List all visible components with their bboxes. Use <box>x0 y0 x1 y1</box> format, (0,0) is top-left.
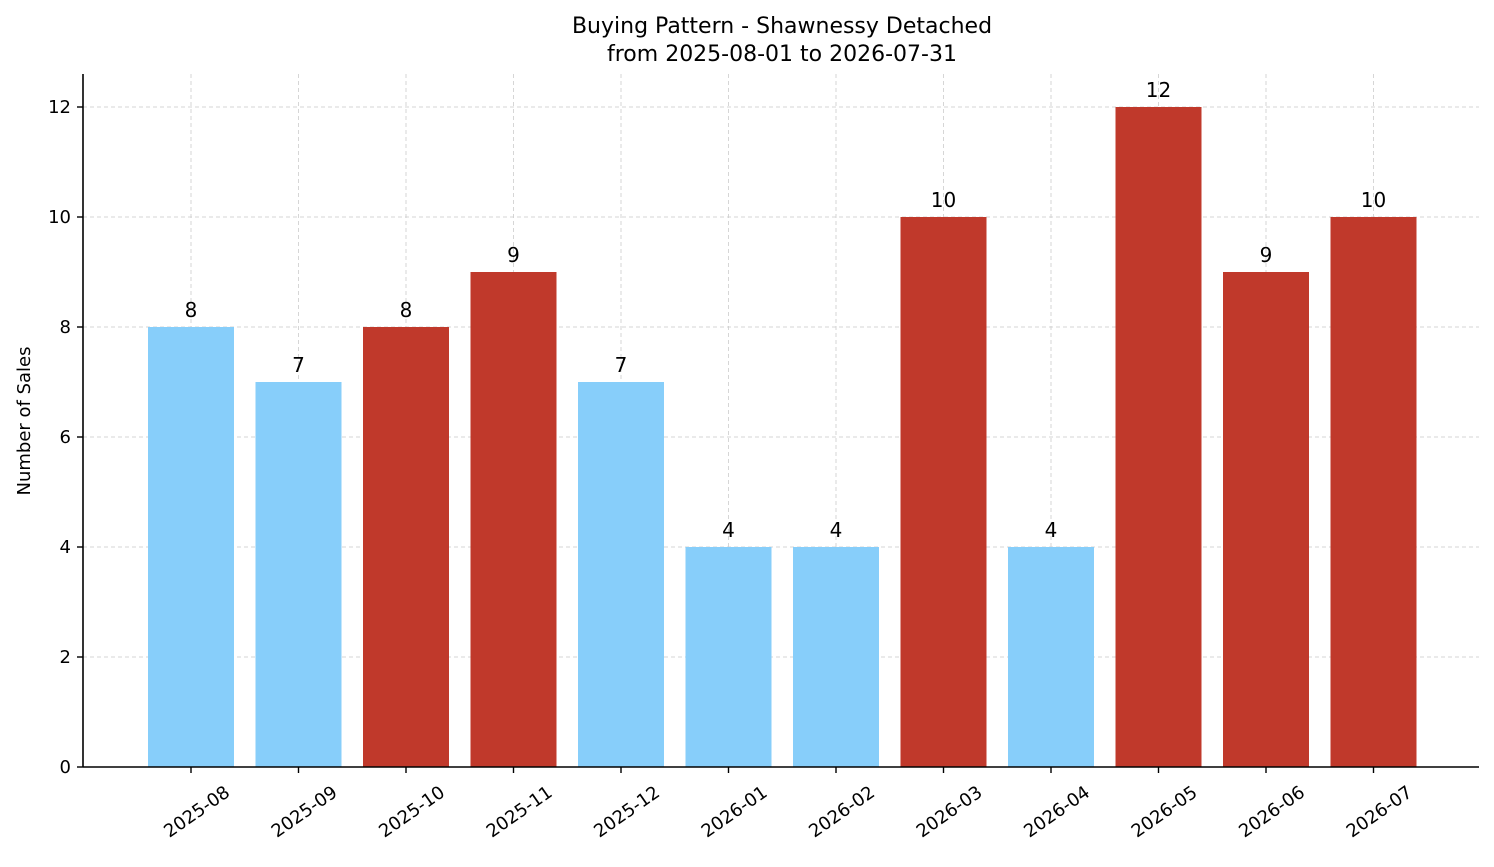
bars-layer <box>148 107 1417 767</box>
x-tick-label: 2026-05 <box>1128 782 1202 842</box>
x-tick-label: 2026-01 <box>698 782 772 842</box>
chart-subtitle: from 2025-08-01 to 2026-07-31 <box>607 42 957 67</box>
y-tick-label: 4 <box>60 537 71 558</box>
y-tick-label: 2 <box>60 647 71 668</box>
y-tick-label: 12 <box>48 97 71 118</box>
bar-value-label: 8 <box>400 298 413 322</box>
chart-title: Buying Pattern - Shawnessy Detached <box>572 14 992 39</box>
bar-2026-04 <box>1008 547 1094 767</box>
x-tick-label: 2026-04 <box>1020 782 1094 842</box>
bar-2025-08 <box>148 327 234 767</box>
x-tick-label: 2025-10 <box>375 782 449 842</box>
y-tick-label: 10 <box>48 207 71 228</box>
bar-2025-10 <box>363 327 449 767</box>
x-tick-label: 2025-11 <box>483 782 557 842</box>
x-tick-label: 2025-12 <box>590 782 664 842</box>
bar-2026-06 <box>1223 272 1309 767</box>
bar-2026-01 <box>685 547 772 767</box>
x-tick-label: 2026-07 <box>1343 782 1417 842</box>
bar-value-label: 8 <box>185 298 198 322</box>
bar-value-label: 10 <box>1361 188 1386 212</box>
x-tick-label: 2025-08 <box>160 782 234 842</box>
y-tick-label: 8 <box>60 317 71 338</box>
bar-value-label: 4 <box>722 518 735 542</box>
x-tick-label: 2025-09 <box>268 782 342 842</box>
bar-value-label: 7 <box>292 353 305 377</box>
bar-labels-layer: 8 7 8 9 7 4 4 10 4 12 9 10 <box>185 78 1387 542</box>
axes-layer <box>82 74 1479 768</box>
bar-value-label: 4 <box>1045 518 1058 542</box>
bar-2026-07 <box>1330 217 1417 767</box>
bar-value-label: 9 <box>1260 243 1273 267</box>
x-tick-label: 2026-06 <box>1235 782 1309 842</box>
x-tick-label: 2026-03 <box>913 782 987 842</box>
bar-value-label: 9 <box>507 243 520 267</box>
bar-value-label: 4 <box>830 518 843 542</box>
y-axis-label: Number of Sales <box>14 346 35 495</box>
bar-2026-05 <box>1115 107 1202 767</box>
bar-2025-09 <box>255 382 342 767</box>
y-tick-label: 0 <box>60 757 71 778</box>
bar-value-label: 12 <box>1146 78 1171 102</box>
bar-2025-12 <box>578 382 664 767</box>
bar-value-label: 10 <box>931 188 956 212</box>
bar-2025-11 <box>470 272 557 767</box>
bar-2026-02 <box>793 547 879 767</box>
y-tick-label: 6 <box>60 427 71 448</box>
bar-value-label: 7 <box>615 353 628 377</box>
x-tick-label: 2026-02 <box>805 782 879 842</box>
bar-2026-03 <box>900 217 987 767</box>
